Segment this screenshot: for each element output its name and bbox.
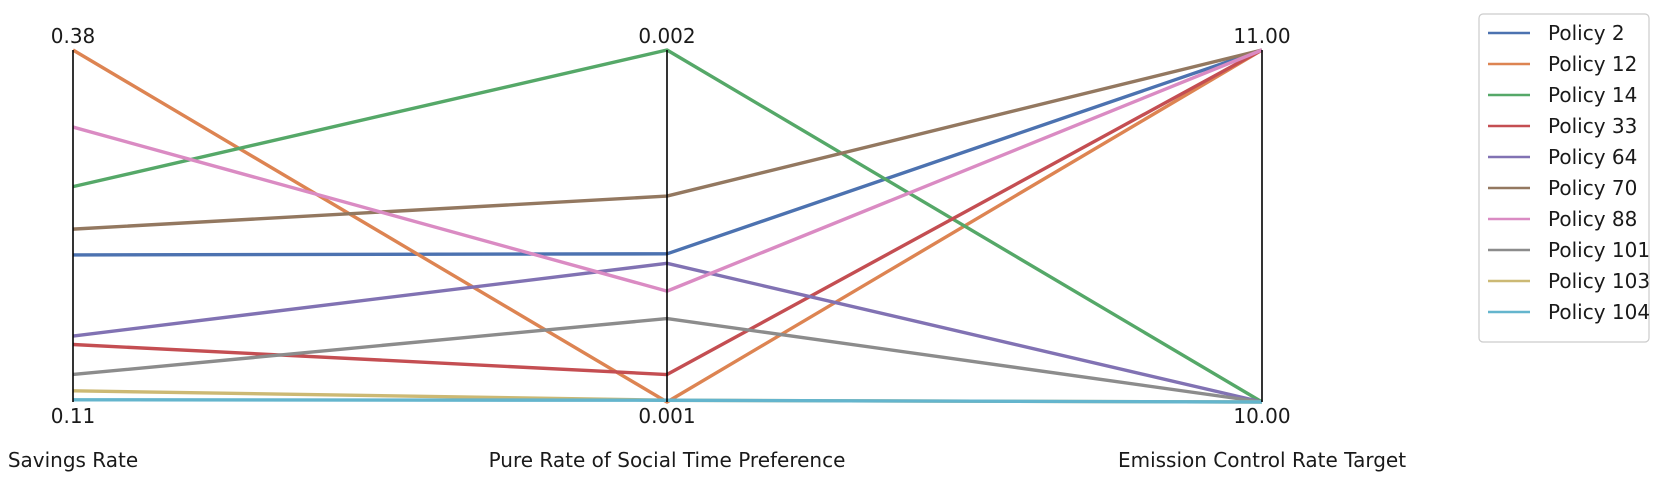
axis-2-title: Pure Rate of Social Time Preference <box>489 448 846 472</box>
legend-label-policy-2: Policy 2 <box>1548 21 1625 45</box>
axis-2-min-label: 0.001 <box>638 404 695 428</box>
axis-1-max-label: 0.38 <box>51 24 96 48</box>
axis-3-min-label: 10.00 <box>1233 404 1290 428</box>
legend-label-policy-104: Policy 104 <box>1548 300 1650 324</box>
axis-1-title: Savings Rate <box>8 448 138 472</box>
axis-2-max-label: 0.002 <box>638 24 695 48</box>
axis-3-title: Emission Control Rate Target <box>1118 448 1406 472</box>
axes-layer: 0.38 0.11 Savings Rate 0.002 0.001 Pure Rate … <box>8 24 1406 472</box>
legend-label-policy-88: Policy 88 <box>1548 207 1637 231</box>
axis-1-min-label: 0.11 <box>51 404 96 428</box>
legend-label-policy-103: Policy 103 <box>1548 269 1650 293</box>
legend-label-policy-14: Policy 14 <box>1548 83 1637 107</box>
legend-label-policy-64: Policy 64 <box>1548 145 1637 169</box>
axis-3-max-label: 11.00 <box>1233 24 1290 48</box>
legend-label-policy-12: Policy 12 <box>1548 52 1637 76</box>
legend-label-policy-70: Policy 70 <box>1548 176 1637 200</box>
legend-label-policy-101: Policy 101 <box>1548 238 1650 262</box>
legend-label-policy-33: Policy 33 <box>1548 114 1637 138</box>
legend: Policy 2 Policy 12 Policy 14 Policy 33 Polic… <box>1478 13 1650 343</box>
